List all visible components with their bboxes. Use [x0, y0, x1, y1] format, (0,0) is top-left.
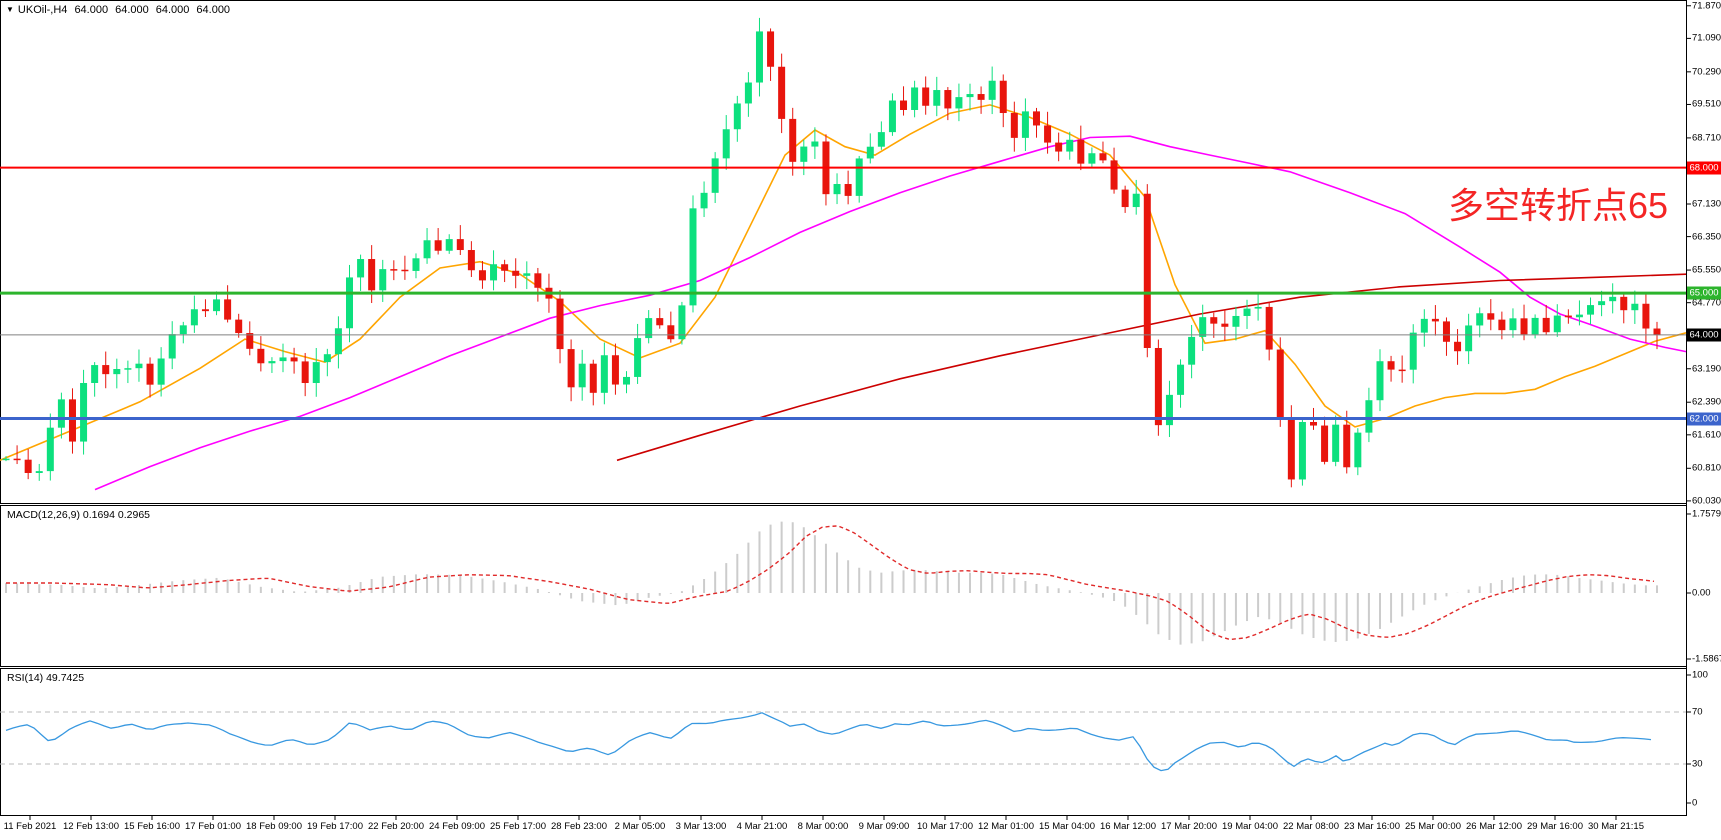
price-tick-label: 61.610: [1692, 429, 1721, 441]
ohlc-high: 64.000: [115, 4, 149, 16]
time-tick-label: 9 Mar 09:00: [858, 821, 910, 832]
time-tick-label: 16 Mar 12:00: [1100, 821, 1156, 832]
ma-fast-line: [0, 104, 1687, 462]
price-tick-label: 63.190: [1692, 363, 1721, 375]
ohlc-low: 64.000: [155, 4, 190, 16]
time-tick-label: 25 Feb 17:00: [490, 821, 546, 832]
price-tick-label: 70.290: [1692, 66, 1721, 78]
price-tick-label: 60.810: [1692, 462, 1721, 474]
time-tick-label: 2 Mar 05:00: [614, 821, 666, 832]
time-tick-label: 25 Mar 00:00: [1405, 821, 1461, 832]
symbol-ohlc-bar: ▼ UKOil-,H4 64.000 64.000 64.000 64.000: [6, 4, 230, 16]
time-tick-label: 26 Mar 12:00: [1466, 821, 1522, 832]
price-tick-label: 68.710: [1692, 132, 1721, 144]
macd-tick-label: 0.00: [1692, 587, 1711, 599]
time-tick-label: 19 Mar 04:00: [1222, 821, 1278, 832]
macd-tick-label: -1.5867: [1692, 653, 1721, 665]
time-tick-label: 12 Feb 13:00: [63, 821, 119, 832]
price-tick-label: 66.350: [1692, 231, 1721, 243]
macd-signal-line: [6, 525, 1655, 641]
price-badge-64.000: 64.000: [1687, 328, 1721, 342]
time-tick-label: 24 Feb 09:00: [429, 821, 485, 832]
rsi-line: [5, 712, 1652, 772]
time-tick-label: 18 Feb 09:00: [246, 821, 302, 832]
rsi-tick-label: 70: [1692, 706, 1703, 718]
time-tick-label: 3 Mar 13:00: [675, 821, 727, 832]
price-badge-65.000: 65.000: [1687, 286, 1721, 300]
macd-indicator-label: MACD(12,26,9) 0.1694 0.2965: [7, 509, 151, 521]
rsi-tick-label: 100: [1692, 669, 1708, 681]
hlines-layer: [0, 166, 1686, 421]
time-tick-label: 10 Mar 17:00: [917, 821, 973, 832]
ohlc-close: 64.000: [196, 4, 231, 16]
time-tick-label: 22 Feb 20:00: [368, 821, 424, 832]
time-tick-label: 30 Mar 21:15: [1588, 821, 1644, 832]
price-tick-label: 62.390: [1692, 396, 1721, 408]
symbol-dropdown-icon[interactable]: ▼: [6, 5, 14, 14]
time-tick-label: 12 Mar 01:00: [978, 821, 1034, 832]
axis-ticks: [29, 5, 1691, 820]
ma-mid-line: [94, 135, 1687, 491]
price-badge-62.000: 62.000: [1687, 412, 1721, 426]
rsi-tick-label: 0: [1692, 797, 1698, 809]
ma-slow-line: [616, 273, 1687, 462]
price-tick-label: 69.510: [1692, 98, 1721, 110]
price-tick-label: 71.090: [1692, 32, 1721, 44]
annotation-text: 多空转折点65: [1448, 185, 1669, 226]
time-tick-label: 15 Feb 16:00: [124, 821, 180, 832]
time-tick-label: 4 Mar 21:00: [736, 821, 788, 832]
time-tick-label: 17 Feb 01:00: [185, 821, 241, 832]
time-tick-label: 17 Mar 20:00: [1161, 821, 1217, 832]
panel-borders: [0, 0, 1687, 816]
symbol-period-label: UKOil-,H4: [17, 4, 68, 16]
time-tick-label: 15 Mar 04:00: [1039, 821, 1095, 832]
rsi-indicator-label: RSI(14) 49.7425: [7, 672, 85, 684]
price-tick-label: 60.030: [1692, 495, 1721, 507]
time-tick-label: 23 Mar 16:00: [1344, 821, 1400, 832]
price-tick-label: 65.550: [1692, 264, 1721, 276]
price-tick-label: 67.130: [1692, 198, 1721, 210]
time-tick-label: 28 Feb 23:00: [551, 821, 607, 832]
rsi-tick-label: 30: [1692, 758, 1703, 770]
time-tick-label: 29 Mar 16:00: [1527, 821, 1583, 832]
price-tick-label: 64.770: [1692, 297, 1721, 309]
ohlc-open: 64.000: [74, 4, 109, 16]
time-tick-label: 8 Mar 00:00: [797, 821, 849, 832]
price-badge-68.000: 68.000: [1687, 161, 1721, 175]
price-tick-label: 71.870: [1692, 0, 1721, 12]
macd-layer: [5, 521, 1658, 645]
time-tick-label: 19 Feb 17:00: [307, 821, 363, 832]
macd-tick-label: 1.7579: [1692, 508, 1721, 520]
time-tick-label: 11 Feb 2021: [3, 821, 57, 832]
time-tick-label: 22 Mar 08:00: [1283, 821, 1339, 832]
candles-layer: [2, 17, 1661, 488]
rsi-layer: [0, 711, 1686, 772]
